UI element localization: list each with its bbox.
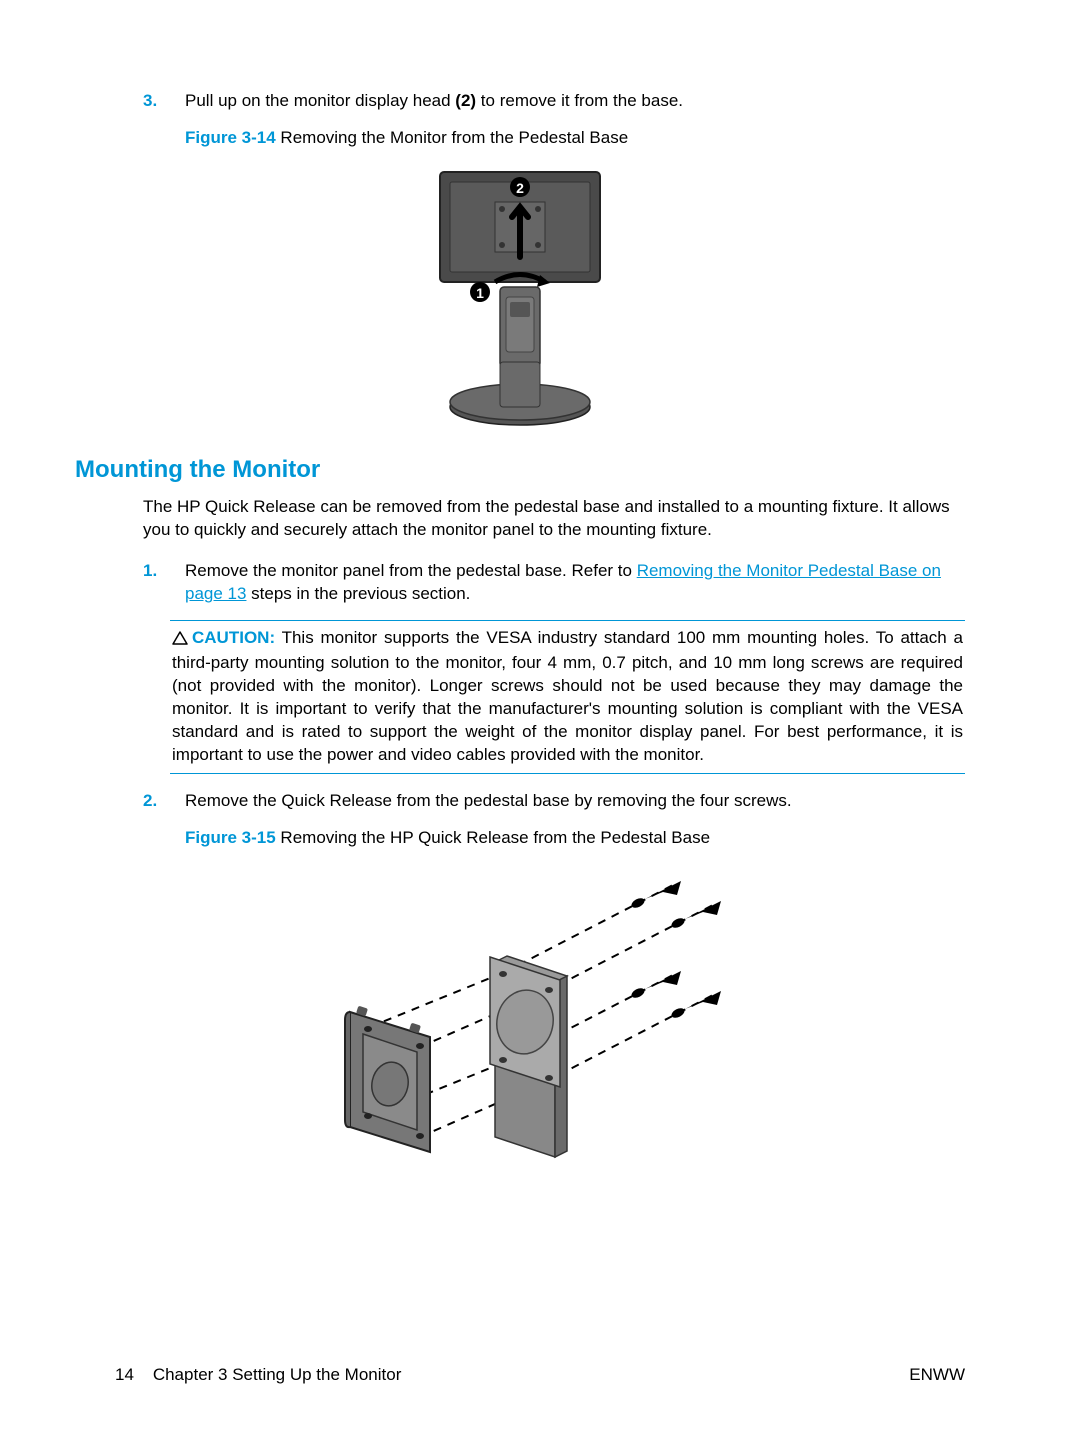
step-3-bold: (2) — [455, 91, 476, 110]
figure-3-14-caption: Figure 3-14 Removing the Monitor from th… — [185, 127, 965, 150]
step-1: 1. Remove the monitor panel from the ped… — [143, 560, 965, 606]
step-2-number: 2. — [143, 790, 185, 813]
page-footer: 14 Chapter 3 Setting Up the Monitor ENWW — [115, 1364, 965, 1387]
step-1-number: 1. — [143, 560, 185, 606]
figure-3-14-text: Removing the Monitor from the Pedestal B… — [276, 128, 628, 147]
step-3-text: Pull up on the monitor display head (2) … — [185, 90, 965, 113]
step-3-text-after: to remove it from the base. — [476, 91, 683, 110]
figure-3-15-image — [75, 862, 965, 1162]
figure-3-14-image: 2 1 — [75, 162, 965, 432]
step-1-text: Remove the monitor panel from the pedest… — [185, 560, 965, 606]
footer-right: ENWW — [909, 1364, 965, 1387]
caution-text: This monitor supports the VESA industry … — [172, 628, 963, 764]
step-3: 3. Pull up on the monitor display head (… — [143, 90, 965, 113]
caution-label: CAUTION: — [192, 628, 275, 647]
step-2: 2. Remove the Quick Release from the ped… — [143, 790, 965, 813]
section-heading-mounting: Mounting the Monitor — [75, 454, 965, 486]
step-3-text-before: Pull up on the monitor display head — [185, 91, 455, 110]
figure-3-15-label: Figure 3-15 — [185, 828, 276, 847]
figure-3-15-text: Removing the HP Quick Release from the P… — [276, 828, 710, 847]
caution-icon — [172, 629, 188, 652]
figure-3-14-label: Figure 3-14 — [185, 128, 276, 147]
page-content: 3. Pull up on the monitor display head (… — [0, 0, 1080, 1162]
intro-paragraph: The HP Quick Release can be removed from… — [143, 496, 965, 542]
step-2-text: Remove the Quick Release from the pedest… — [185, 790, 965, 813]
step-1-text-before: Remove the monitor panel from the pedest… — [185, 561, 637, 580]
svg-text:1: 1 — [476, 285, 484, 301]
step-3-number: 3. — [143, 90, 185, 113]
svg-text:2: 2 — [516, 180, 524, 196]
footer-page-number: 14 — [115, 1365, 134, 1384]
step-1-text-after: steps in the previous section. — [246, 584, 470, 603]
footer-chapter: Chapter 3 Setting Up the Monitor — [153, 1365, 402, 1384]
caution-box: CAUTION: This monitor supports the VESA … — [170, 620, 965, 774]
monitor-removal-diagram: 2 1 — [420, 162, 620, 432]
footer-left: 14 Chapter 3 Setting Up the Monitor — [115, 1364, 401, 1387]
figure-3-15-caption: Figure 3-15 Removing the HP Quick Releas… — [185, 827, 965, 850]
quick-release-diagram — [305, 862, 735, 1162]
